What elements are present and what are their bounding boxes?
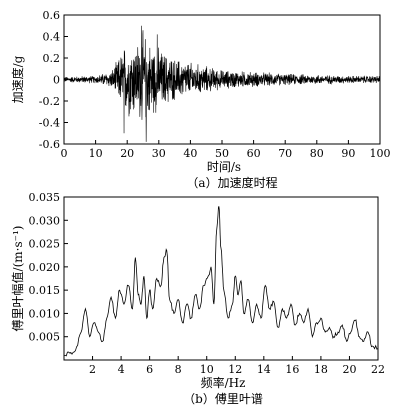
- x-tick-label: 6: [146, 363, 153, 376]
- y-tick-label: 0.030: [29, 214, 61, 227]
- y-tick-label: 0.025: [29, 238, 61, 251]
- x-tick-label: 14: [257, 363, 271, 376]
- acceleration-series-line: [63, 25, 381, 142]
- x-tick-label: 30: [152, 147, 166, 160]
- x-tick-label: 60: [247, 147, 261, 160]
- y-tick-label: 0.005: [29, 331, 61, 344]
- x-tick-label: 12: [228, 363, 242, 376]
- y-tick-label: 0.4: [43, 31, 61, 44]
- y-tick-label: 0.015: [29, 284, 61, 297]
- y-tick-label: -0.2: [39, 95, 60, 108]
- x-tick-label: 8: [175, 363, 182, 376]
- x-tick-label: 10: [200, 363, 214, 376]
- x-tick-label: 20: [120, 147, 134, 160]
- panel-b-caption: （b）傅里叶谱: [183, 392, 263, 406]
- y-tick-label: 0.010: [29, 307, 61, 320]
- y-tick-label: -0.6: [39, 138, 60, 151]
- y-tick-label: 0.020: [29, 261, 61, 274]
- y-tick-label: 0.035: [29, 191, 61, 204]
- x-tick-label: 70: [278, 147, 292, 160]
- x-tick-label: 100: [370, 147, 391, 160]
- x-tick-label: 10: [89, 147, 103, 160]
- x-tick-label: 18: [314, 363, 328, 376]
- x-tick-label: 50: [215, 147, 229, 160]
- plot-frame: [63, 196, 379, 361]
- x-tick-label: 40: [183, 147, 197, 160]
- y-tick-label: 0.6: [43, 9, 61, 22]
- x-tick-label: 90: [341, 147, 355, 160]
- y-tick-label: 0: [53, 74, 60, 87]
- x-axis-label: 频率/Hz: [201, 375, 246, 390]
- fourier-amplitude-series-line: [63, 206, 379, 357]
- x-tick-label: 22: [371, 363, 385, 376]
- y-axis-label: 加速度/g: [10, 55, 25, 103]
- y-tick-label: -0.4: [39, 117, 60, 130]
- panel-b-fourier-spectrum: 2 4 6 8 10 12 14 16 18 20 22 0.035 0.030 0.025 0.020 0.…: [10, 191, 385, 406]
- x-axis-label: 时间/s: [207, 160, 241, 174]
- panel-a-acceleration-time-history: 0 10 20 30 40 50 60 70 80 90 100 0.6 0.4 0.2 0 -0.2 -0.4…: [10, 9, 391, 190]
- x-tick-label: 20: [342, 363, 356, 376]
- x-tick-label: 0: [61, 147, 68, 160]
- x-tick-label: 16: [285, 363, 299, 376]
- y-tick-label: 0.2: [43, 52, 61, 65]
- x-tick-label: 2: [89, 363, 96, 376]
- x-tick-label: 4: [118, 363, 125, 376]
- x-tick-label: 80: [310, 147, 324, 160]
- panel-a-caption: （a）加速度时程: [186, 175, 277, 190]
- y-axis-label: 傅里叶幅值/(m·s⁻¹): [10, 226, 25, 332]
